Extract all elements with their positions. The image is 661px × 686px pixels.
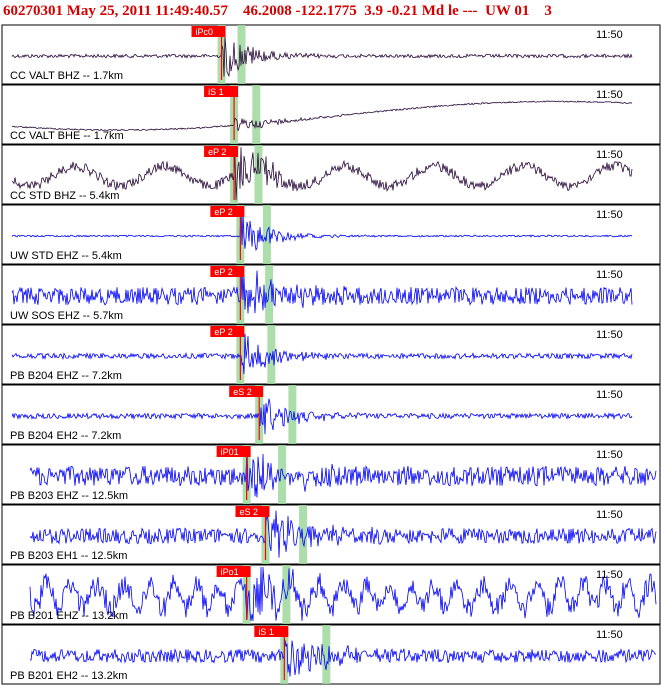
panel-frame xyxy=(1,444,661,505)
panel-frame xyxy=(1,204,661,265)
event-datetime: May 25, 2011 11:49:40.57 xyxy=(66,3,228,19)
time-label: 11:50 xyxy=(596,569,623,581)
station-label: CC STD BHZ -- 5.4km xyxy=(10,190,119,202)
pick-box xyxy=(191,26,226,37)
seismic-trace xyxy=(11,100,633,132)
seismic-trace xyxy=(29,566,657,622)
time-label: 11:50 xyxy=(596,29,623,41)
s-window xyxy=(278,445,287,504)
station-label: PB B204 EHZ -- 7.2km xyxy=(10,370,122,382)
s-window xyxy=(299,505,308,564)
s-window xyxy=(254,145,263,204)
s-window xyxy=(267,325,276,384)
pick-box xyxy=(216,446,251,457)
pick-label: eS 2 xyxy=(233,387,252,397)
s-window xyxy=(282,565,291,624)
trace-panel: eP 2 11:50 PB B204 EHZ -- 7.2km xyxy=(1,324,661,385)
pick-box xyxy=(204,86,239,97)
trace-panel: eP 2 11:50 UW SOS EHZ -- 5.7km xyxy=(1,264,661,325)
s-window xyxy=(252,85,261,144)
event-header: 60270301 May 25, 2011 11:49:40.57 46.200… xyxy=(0,0,661,24)
trace-panel: iP01 11:50 PB B203 EHZ -- 12.5km xyxy=(1,444,661,505)
time-label: 11:50 xyxy=(596,509,623,521)
station-label: UW SOS EHZ -- 5.7km xyxy=(10,310,123,322)
pick-label: eP 2 xyxy=(214,207,232,217)
pick-label: eP 2 xyxy=(208,147,226,157)
seismic-trace xyxy=(11,333,633,375)
station-label: PB B204 EH2 -- 7.2km xyxy=(10,430,121,442)
station-label: PB B201 EHZ -- 13.2km xyxy=(10,610,128,622)
trace-panel: eP 2 11:50 UW STD EHZ -- 5.4km xyxy=(1,204,661,265)
seismic-trace xyxy=(29,448,657,498)
time-label: 11:50 xyxy=(596,329,623,341)
station-label: PB B203 EH1 -- 12.5km xyxy=(10,550,127,562)
time-label: 11:50 xyxy=(596,449,623,461)
panel-frame xyxy=(1,564,661,625)
trace-panel: iPc0 11:50 CC VALT BHZ -- 1.7km xyxy=(1,24,661,85)
panel-frame xyxy=(1,84,661,145)
pick-box xyxy=(235,506,270,517)
seismic-trace xyxy=(11,269,633,314)
pick-box xyxy=(216,566,251,577)
panel-frame xyxy=(1,504,661,565)
pick-box xyxy=(204,146,239,157)
seismic-trace xyxy=(29,639,657,677)
trace-panel: iPo1 11:50 PB B201 EHZ -- 13.2km xyxy=(1,564,661,625)
panel-frame xyxy=(1,624,661,685)
trace-panel: eS 2 11:50 PB B203 EH1 -- 12.5km xyxy=(1,504,661,565)
panel-frame xyxy=(1,264,661,325)
seismic-trace xyxy=(11,36,633,77)
s-window xyxy=(288,385,297,444)
panel-frame xyxy=(1,324,661,385)
seismic-trace xyxy=(29,510,657,558)
trace-panel: eP 2 11:50 CC STD BHZ -- 5.4km xyxy=(1,144,661,205)
event-id: 60270301 xyxy=(3,3,63,19)
panel-frame xyxy=(1,384,661,445)
pick-box xyxy=(210,266,245,277)
event-magnitude: 3.9 -0.21 Md le --- xyxy=(364,3,478,19)
pick-label: eP 2 xyxy=(214,267,232,277)
s-window xyxy=(265,265,274,324)
pick-label: eS 2 xyxy=(239,507,258,517)
event-network: UW 01 xyxy=(485,3,530,19)
time-label: 11:50 xyxy=(596,629,623,641)
station-label: CC VALT BHE -- 1.7km xyxy=(10,130,124,142)
station-label: UW STD EHZ -- 5.4km xyxy=(10,250,122,262)
time-label: 11:50 xyxy=(596,149,623,161)
seismic-trace xyxy=(11,398,633,435)
s-window xyxy=(322,625,331,684)
station-label: PB B201 EH2 -- 13.2km xyxy=(10,670,127,682)
pick-box xyxy=(210,206,245,217)
time-label: 11:50 xyxy=(596,89,623,101)
station-label: PB B203 EHZ -- 12.5km xyxy=(10,490,128,502)
trace-panel: iS 1 11:50 PB B201 EH2 -- 13.2km xyxy=(1,624,661,685)
seismic-trace xyxy=(11,147,633,201)
pick-label: iP01 xyxy=(221,447,239,457)
trace-panel: iS 1 11:50 CC VALT BHE -- 1.7km xyxy=(1,84,661,145)
pick-label: iS 1 xyxy=(208,87,224,97)
pick-box xyxy=(254,626,289,637)
pick-label: iS 1 xyxy=(258,627,274,637)
pick-box xyxy=(229,386,264,397)
station-label: CC VALT BHZ -- 1.7km xyxy=(10,70,123,82)
pick-label: iPc0 xyxy=(196,27,214,37)
seismogram-plot: iPc0 11:50 CC VALT BHZ -- 1.7km iS 1 11:50 CC… xyxy=(1,24,661,685)
time-label: 11:50 xyxy=(596,389,623,401)
event-coords: 46.2008 -122.1775 xyxy=(243,3,357,19)
pick-box xyxy=(210,326,245,337)
pick-label: iPo1 xyxy=(221,567,239,577)
time-label: 11:50 xyxy=(596,269,623,281)
time-label: 11:50 xyxy=(596,209,623,221)
event-count: 3 xyxy=(544,3,552,19)
trace-panel: eS 2 11:50 PB B204 EH2 -- 7.2km xyxy=(1,384,661,445)
panel-frame xyxy=(1,24,661,85)
pick-label: eP 2 xyxy=(214,327,232,337)
seismic-trace xyxy=(11,210,633,252)
panel-frame xyxy=(1,144,661,205)
